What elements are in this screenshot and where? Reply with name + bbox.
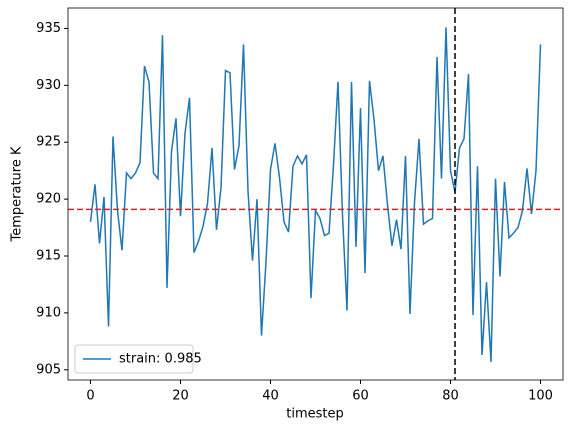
y-tick-label: 925	[36, 135, 61, 150]
y-tick-label: 915	[36, 249, 61, 264]
y-tick-label: 935	[36, 21, 61, 36]
x-tick-label: 40	[262, 389, 279, 404]
y-tick-label: 920	[36, 192, 61, 207]
x-axis-label: timestep	[286, 407, 344, 422]
y-axis-label: Temperature K	[10, 146, 25, 242]
x-tick-label: 80	[442, 389, 459, 404]
y-tick-label: 910	[36, 305, 61, 320]
x-tick-label: 0	[86, 389, 94, 404]
axes-frame	[67, 7, 564, 381]
x-tick-label: 60	[352, 389, 369, 404]
legend-label: strain: 0.985	[119, 352, 202, 367]
data-line	[89, 27, 542, 362]
y-tick-label: 905	[36, 362, 61, 377]
x-tick-label: 20	[172, 389, 189, 404]
x-tick-label: 100	[528, 389, 553, 404]
legend-box	[74, 344, 194, 374]
y-tick-label: 930	[36, 78, 61, 93]
